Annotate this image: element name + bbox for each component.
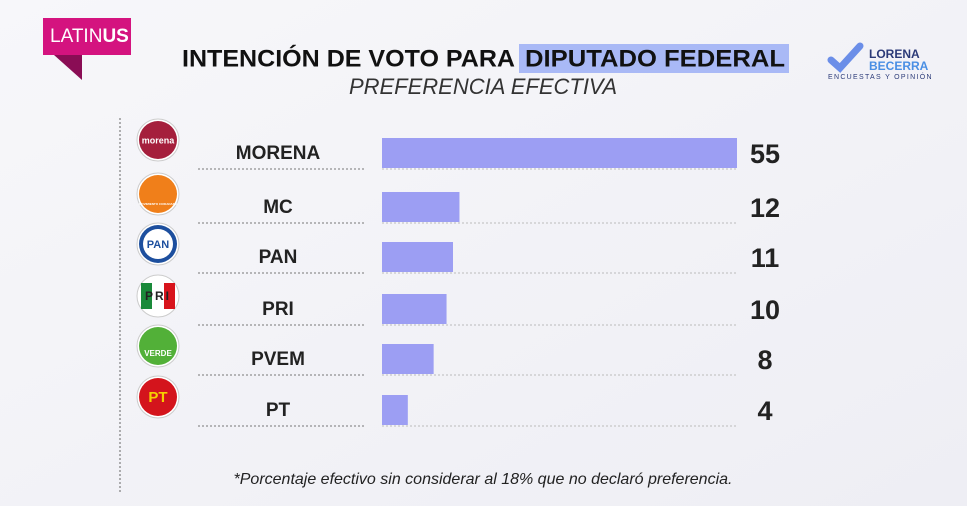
party-logo-inner bbox=[143, 229, 173, 259]
category-label: MORENA bbox=[236, 143, 321, 164]
value-label: 12 bbox=[750, 193, 780, 223]
brand-check bbox=[827, 42, 864, 73]
brand-latin: LATINUS bbox=[50, 26, 129, 47]
party-logo-fill bbox=[139, 327, 177, 365]
bar bbox=[382, 138, 737, 168]
pri-green bbox=[141, 283, 152, 309]
category-label: PAN bbox=[259, 247, 298, 268]
party-logo-fill bbox=[139, 378, 177, 416]
brand-us-text: US bbox=[102, 26, 128, 47]
bar bbox=[382, 294, 447, 324]
party-logo-fill bbox=[139, 121, 177, 159]
brand-right-2: BECERRA bbox=[869, 59, 929, 73]
chart-subtitle: PREFERENCIA EFECTIVA bbox=[349, 74, 617, 99]
value-label: 55 bbox=[750, 139, 780, 169]
party-logo-label: MOVIMIENTO CIUDADANO bbox=[139, 202, 178, 206]
party-logo-label: PRI bbox=[145, 289, 171, 303]
brand-box bbox=[43, 18, 131, 55]
pri-red bbox=[164, 283, 175, 309]
party-logo-label: PAN bbox=[147, 239, 169, 251]
value-label: 8 bbox=[757, 345, 772, 375]
chart-title-highlight: DIPUTADO FEDERAL bbox=[525, 45, 785, 72]
party-logo-label: VERDE bbox=[144, 349, 172, 358]
footnote: *Porcentaje efectivo sin considerar al 1… bbox=[234, 471, 733, 488]
bar bbox=[382, 344, 434, 374]
brand-latin-text: LATIN bbox=[50, 26, 102, 47]
party-logo-fill bbox=[139, 175, 177, 213]
value-label: 11 bbox=[751, 243, 780, 273]
title-highlight-box bbox=[519, 44, 789, 73]
party-logo-label: PT bbox=[148, 389, 167, 406]
category-label: MC bbox=[263, 197, 293, 218]
brand-fold bbox=[54, 55, 82, 80]
bar bbox=[382, 395, 408, 425]
category-label: PRI bbox=[262, 299, 294, 320]
value-label: 4 bbox=[757, 396, 772, 426]
brand-right-3: ENCUESTAS Y OPINIÓN bbox=[828, 72, 933, 81]
value-label: 10 bbox=[750, 295, 780, 325]
bar bbox=[382, 242, 453, 272]
category-label: PT bbox=[266, 400, 291, 421]
brand-right-1: LORENA bbox=[869, 47, 920, 61]
bar bbox=[382, 192, 460, 222]
party-logo-label: morena bbox=[142, 135, 176, 145]
category-label: PVEM bbox=[251, 349, 305, 370]
chart-title: INTENCIÓN DE VOTO PARA bbox=[182, 44, 515, 72]
